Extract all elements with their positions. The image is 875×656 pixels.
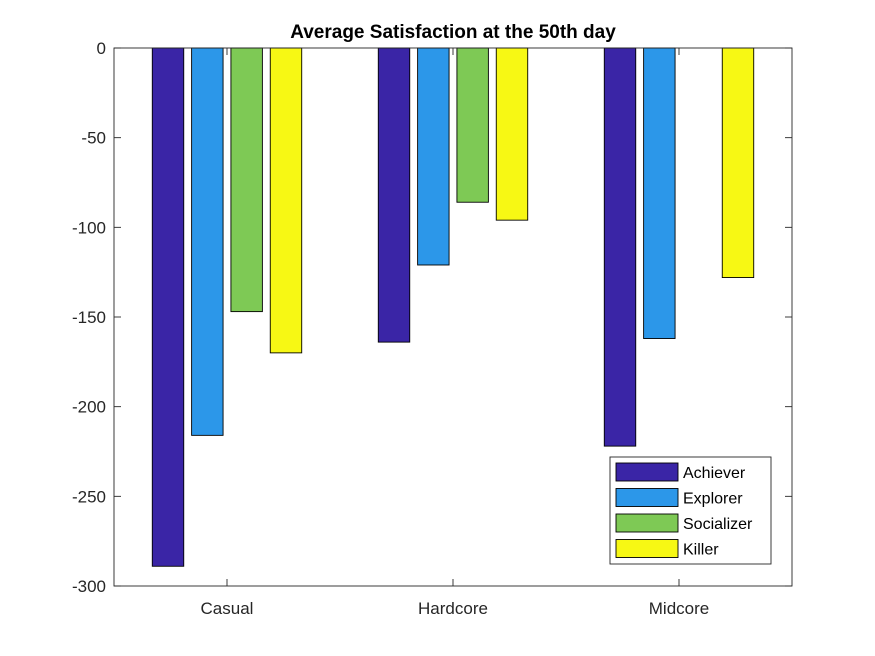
- legend-swatch-socializer: [615, 513, 679, 533]
- y-tick-label: -100: [72, 218, 106, 237]
- x-tick-label: Hardcore: [418, 599, 488, 618]
- bar-killer-hardcore: [495, 47, 529, 221]
- legend: Achiever Explorer Socializer Killer: [609, 456, 772, 565]
- y-tick-label: -200: [72, 398, 106, 417]
- legend-swatch-explorer: [615, 488, 679, 507]
- y-tick-label: -300: [72, 577, 106, 596]
- bar-killer-midcore: [721, 47, 755, 279]
- y-tick-label: -50: [81, 129, 106, 148]
- legend-label-killer: Killer: [683, 542, 719, 559]
- bar-socializer-hardcore: [456, 47, 489, 203]
- y-tick-label: -150: [72, 308, 106, 327]
- bar-explorer-midcore: [643, 47, 676, 339]
- x-tick-label: Casual: [201, 599, 254, 618]
- bar-achiever-midcore: [603, 47, 637, 447]
- bar-socializer-casual: [230, 47, 263, 313]
- bar-killer-casual: [269, 47, 303, 354]
- bar-achiever-hardcore: [377, 47, 411, 343]
- legend-label-explorer: Explorer: [683, 491, 743, 508]
- legend-swatch-achiever: [615, 462, 679, 482]
- bar-achiever-casual: [151, 47, 185, 567]
- bar-explorer-hardcore: [417, 47, 450, 266]
- y-tick-label: -250: [72, 487, 106, 506]
- x-tick-label: Midcore: [649, 599, 709, 618]
- bar-explorer-casual: [191, 47, 224, 436]
- chart-title: Average Satisfaction at the 50th day: [290, 22, 616, 43]
- y-tick-label: 0: [97, 39, 106, 58]
- axes-group: 0 -50 -100 -150 -200 -250 -300 Casual Hardcore Mi…: [72, 39, 793, 618]
- legend-label-socializer: Socializer: [683, 516, 753, 533]
- legend-label-achiever: Achiever: [683, 465, 746, 482]
- legend-swatch-killer: [615, 539, 679, 558]
